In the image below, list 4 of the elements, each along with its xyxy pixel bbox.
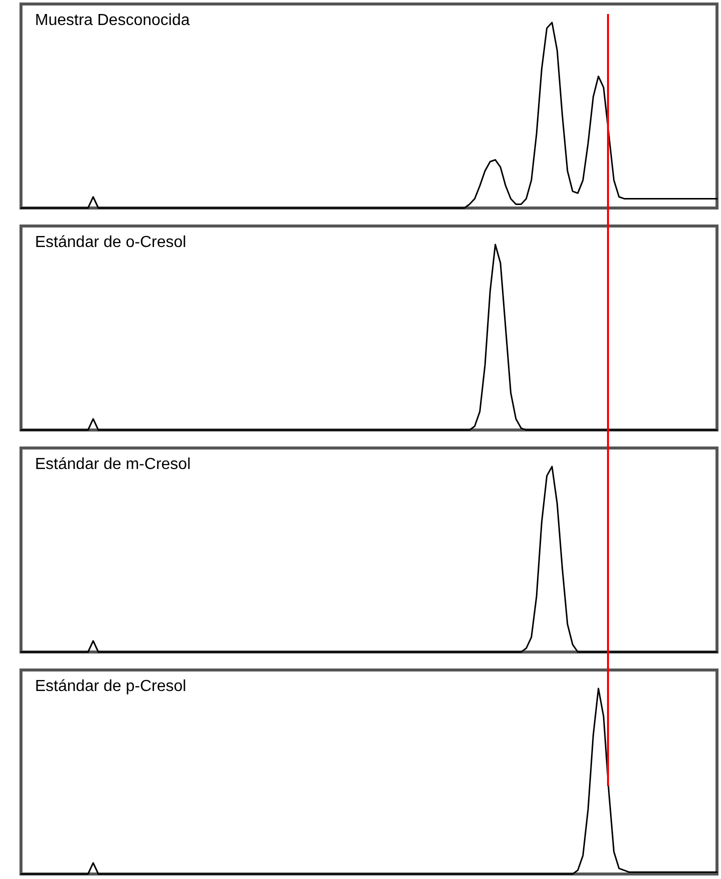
chart-title: Estándar de p-Cresol xyxy=(35,678,186,695)
chart-title: Muestra Desconocida xyxy=(35,12,190,29)
chart-title: Estándar de m-Cresol xyxy=(35,456,191,473)
chart-title: Estándar de o-Cresol xyxy=(35,234,186,251)
